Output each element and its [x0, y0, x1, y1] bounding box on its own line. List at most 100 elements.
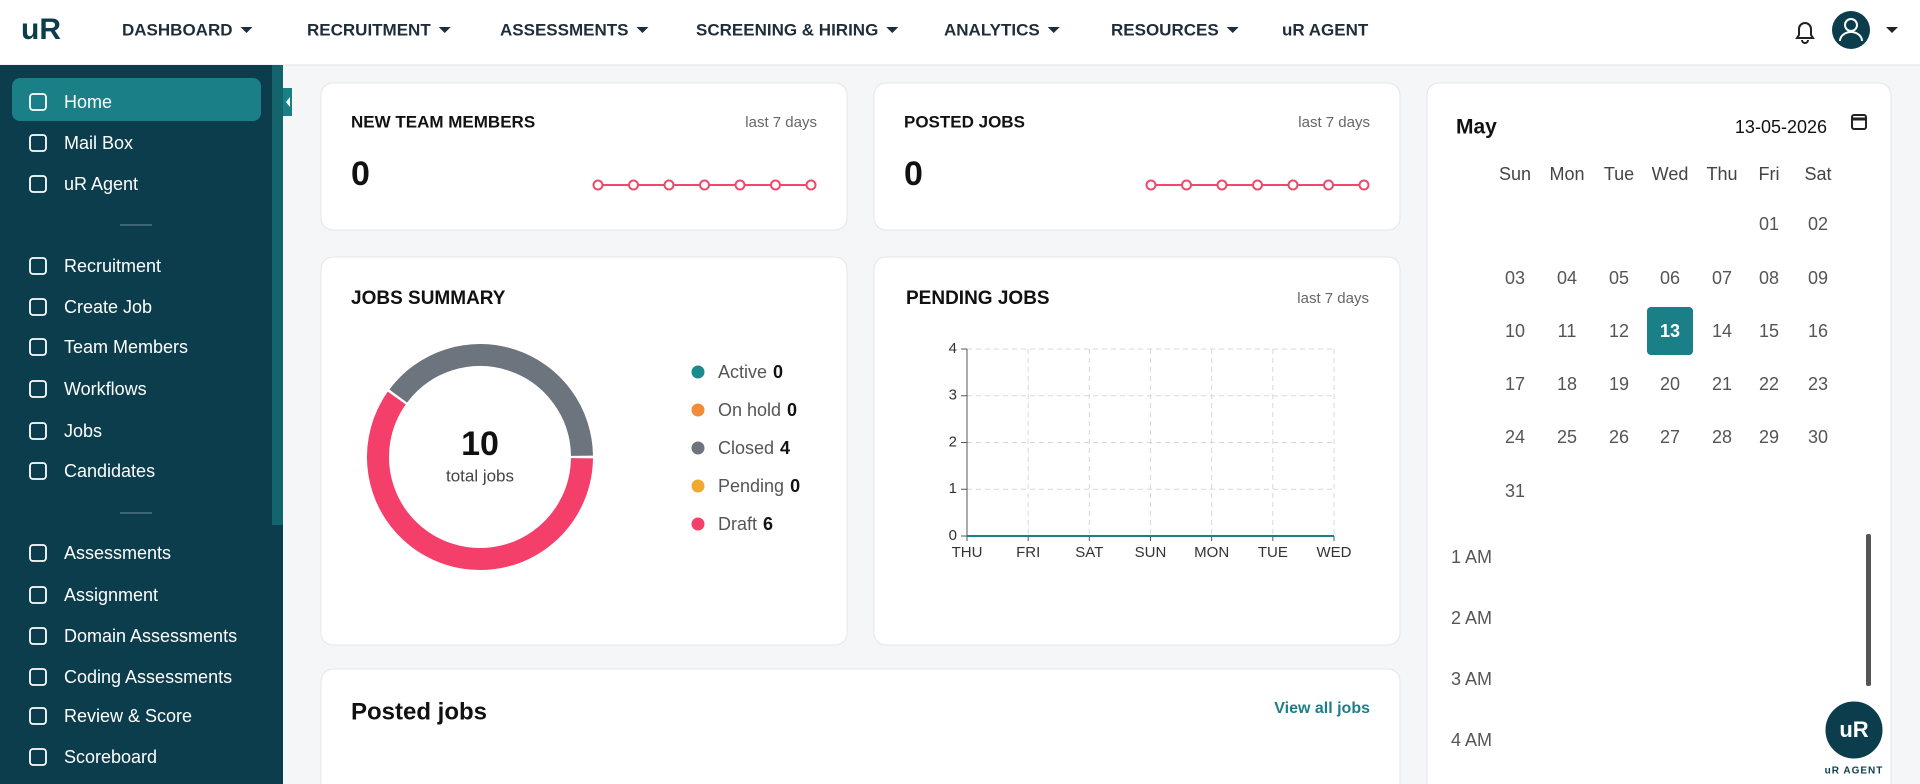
sidebar-item[interactable]: Home	[64, 92, 112, 112]
legend-entry: Active 0	[718, 362, 783, 382]
card-period: last 7 days	[745, 114, 817, 131]
legend-dot	[691, 403, 705, 417]
sparkline-point	[1145, 179, 1157, 191]
calendar-month: May	[1456, 116, 1497, 139]
sidebar-scrollbar	[272, 65, 283, 525]
card-value: 0	[351, 155, 370, 193]
nav-item[interactable]: DASHBOARD	[122, 20, 233, 39]
nav-item[interactable]: ANALYTICS	[944, 20, 1040, 39]
card-period: last 7 days	[1297, 290, 1369, 307]
agent-badge[interactable]	[1822, 698, 1886, 762]
legend-dot	[691, 517, 705, 531]
day[interactable]: 06	[1660, 268, 1680, 288]
nav-item[interactable]: RESOURCES	[1111, 20, 1219, 39]
sidebar-item[interactable]: Coding Assessments	[64, 667, 232, 687]
day[interactable]: 30	[1808, 427, 1828, 447]
card-period: last 7 days	[1298, 114, 1370, 131]
day[interactable]: 27	[1660, 427, 1680, 447]
bell-icon[interactable]	[1795, 22, 1815, 44]
day[interactable]: 13	[1660, 321, 1680, 341]
weekday: Tue	[1604, 164, 1634, 184]
nav-item[interactable]: RECRUITMENT	[307, 20, 431, 39]
sidebar-item[interactable]: Review & Score	[64, 706, 192, 726]
day[interactable]: 22	[1759, 374, 1779, 394]
sidebar-item[interactable]: Team Members	[64, 337, 188, 357]
legend-entry: On hold 0	[718, 400, 797, 420]
sidebar-item[interactable]: Recruitment	[64, 256, 161, 276]
legend-entry: Pending 0	[718, 476, 800, 496]
nav-caret	[1047, 27, 1060, 33]
sidebar-item[interactable]: Assignment	[64, 585, 158, 605]
day[interactable]: 02	[1808, 214, 1828, 234]
day[interactable]: 11	[1558, 321, 1577, 341]
nav-caret	[886, 27, 899, 33]
day[interactable]: 10	[1505, 321, 1525, 341]
day[interactable]: 24	[1505, 427, 1525, 447]
legend-dot	[691, 479, 705, 493]
sidebar-item[interactable]: Create Job	[64, 297, 152, 317]
sidebar-item[interactable]: Mail Box	[64, 133, 133, 153]
legend-value: 6	[763, 514, 773, 534]
nav-icon	[29, 257, 47, 275]
sparkline-point	[734, 179, 746, 191]
sidebar-item[interactable]: Candidates	[64, 461, 155, 481]
calendar-date[interactable]: 13-05-2026	[1735, 117, 1827, 137]
day[interactable]: 03	[1505, 268, 1525, 288]
legend-entry: Draft 6	[718, 514, 773, 534]
y-tick-label: 3	[949, 387, 957, 404]
avatar-icon	[1839, 31, 1863, 42]
sidebar-item[interactable]: Workflows	[64, 379, 147, 399]
sparkline-point	[770, 179, 781, 191]
sidebar-item[interactable]: Scoreboard	[64, 747, 157, 767]
nav-item[interactable]: uR AGENT	[1282, 20, 1369, 39]
day[interactable]: 04	[1557, 268, 1577, 288]
legend-label: On hold	[718, 400, 781, 420]
legend-dot	[691, 365, 705, 379]
view-all-link[interactable]: View all jobs	[1274, 700, 1370, 717]
day[interactable]: 09	[1808, 268, 1828, 288]
nav-item[interactable]: ASSESSMENTS	[500, 20, 628, 39]
day[interactable]: 17	[1505, 374, 1525, 394]
nav-icon	[29, 462, 47, 480]
day[interactable]: 12	[1609, 321, 1629, 341]
weekday: Thu	[1706, 164, 1737, 184]
day[interactable]: 16	[1808, 321, 1828, 341]
day[interactable]: 31	[1505, 481, 1525, 501]
sidebar-item[interactable]: Domain Assessments	[64, 626, 237, 646]
sidebar-item[interactable]: Jobs	[64, 421, 102, 441]
nav-item[interactable]: SCREENING & HIRING	[696, 20, 878, 39]
legend-value: 0	[790, 476, 800, 496]
nav-icon	[29, 586, 47, 604]
sidebar-item[interactable]: Assessments	[64, 543, 171, 563]
legend-label: Draft	[718, 514, 757, 534]
logo[interactable]: uR	[21, 13, 61, 46]
day[interactable]: 18	[1557, 374, 1577, 394]
day[interactable]: 01	[1759, 214, 1779, 234]
day[interactable]: 23	[1808, 374, 1828, 394]
calendar-icon[interactable]	[1851, 114, 1867, 130]
day[interactable]: 25	[1557, 427, 1577, 447]
day[interactable]: 14	[1712, 321, 1732, 341]
day[interactable]: 21	[1712, 374, 1732, 394]
card	[320, 82, 848, 231]
card	[320, 668, 1401, 784]
nav-icon	[29, 627, 47, 645]
day[interactable]: 08	[1759, 268, 1779, 288]
day[interactable]: 29	[1759, 427, 1779, 447]
day[interactable]: 15	[1759, 321, 1779, 341]
y-tick-label: 1	[949, 480, 957, 497]
day[interactable]: 26	[1609, 427, 1629, 447]
day[interactable]: 19	[1609, 374, 1629, 394]
day[interactable]: 05	[1609, 268, 1629, 288]
sidebar-item[interactable]: uR Agent	[64, 174, 138, 194]
y-tick-label: 4	[949, 340, 957, 357]
day[interactable]: 07	[1712, 268, 1732, 288]
sparkline-point	[1287, 179, 1299, 191]
sparkline-point	[805, 179, 817, 191]
day[interactable]: 20	[1660, 374, 1680, 394]
card-title: NEW TEAM MEMBERS	[351, 112, 535, 131]
legend-value: 0	[787, 400, 797, 420]
calendar-card	[1426, 82, 1892, 784]
day[interactable]: 28	[1712, 427, 1732, 447]
